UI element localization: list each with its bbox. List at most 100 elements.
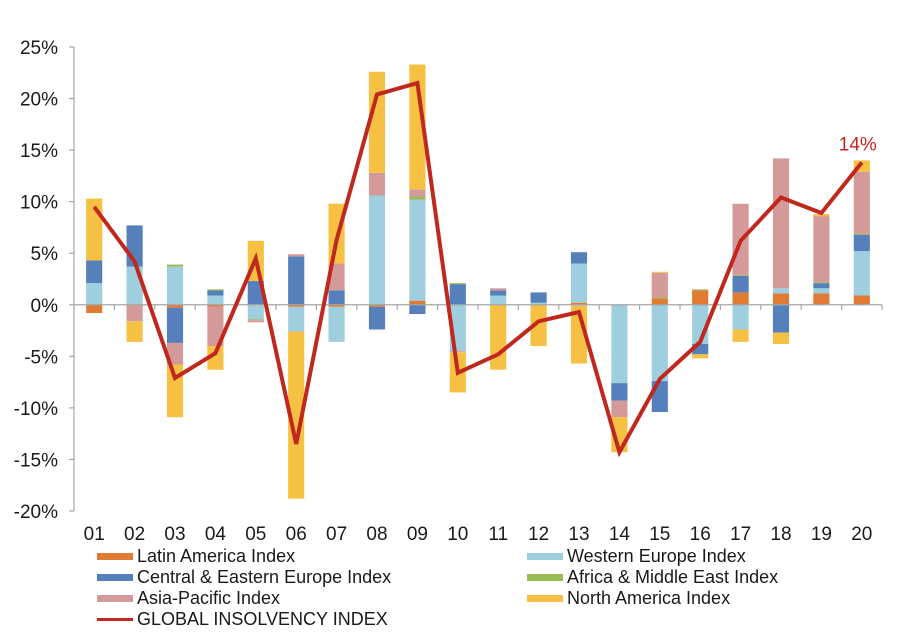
x-tick-label: 10 <box>447 524 468 545</box>
bar-segment-north-america-index <box>490 304 507 370</box>
x-tick-label: 05 <box>245 524 266 545</box>
bar-segment-latin-america-index <box>86 304 103 314</box>
y-tick-label: 20% <box>20 90 58 111</box>
x-tick-label: 18 <box>770 524 791 545</box>
bar-segment-asia-pacific-index <box>449 351 466 353</box>
x-tick-label: 09 <box>407 524 428 545</box>
y-tick-label: 10% <box>20 193 58 214</box>
x-tick-label: 01 <box>84 524 105 545</box>
bar-segment-central-eastern-europe-index <box>368 306 386 330</box>
bar-segment-central-eastern-europe-index <box>207 290 224 296</box>
bar-segment-africa-middle-east-index <box>409 196 426 200</box>
bar-segment-western-europe-index <box>813 288 830 294</box>
bar-segment-central-eastern-europe-index <box>166 307 184 343</box>
x-tick-label: 19 <box>811 524 832 545</box>
bar-segment-africa-middle-east-index <box>166 264 184 267</box>
bar-segment-africa-middle-east-index <box>813 282 830 284</box>
x-tick-label: 08 <box>366 524 387 545</box>
bar-segment-africa-middle-east-index <box>449 283 466 285</box>
bar-segment-latin-america-index <box>166 304 184 308</box>
bar-segment-latin-america-index <box>409 300 426 305</box>
bar-segment-central-eastern-europe-index <box>409 304 426 315</box>
bar-segment-western-europe-index <box>86 283 103 305</box>
bar-segment-central-eastern-europe-index <box>86 260 103 284</box>
bar-segment-asia-pacific-index <box>853 171 870 234</box>
bar-segment-western-europe-index <box>772 288 790 294</box>
bar-segment-western-europe-index <box>247 304 264 320</box>
bar-segment-western-europe-index <box>490 295 507 305</box>
bar-segment-north-america-index <box>368 71 386 173</box>
bar-segment-asia-pacific-index <box>126 305 143 322</box>
bar-segment-western-europe-index <box>732 304 749 330</box>
data-label-annotation: 14% <box>839 134 877 155</box>
y-tick-label: 0% <box>31 296 59 317</box>
bar-segment-latin-america-index <box>570 302 588 305</box>
bar-segment-north-america-index <box>288 331 305 499</box>
bar-segment-asia-pacific-index <box>368 172 386 196</box>
x-tick-label: 07 <box>326 524 347 545</box>
bar-segment-western-europe-index <box>409 199 426 301</box>
bar-segment-western-europe-index <box>368 195 386 305</box>
bar-segment-africa-middle-east-index <box>207 289 224 291</box>
bar-segment-latin-america-index <box>772 293 790 305</box>
bar-segment-latin-america-index <box>732 292 749 305</box>
bar-segment-central-eastern-europe-index <box>692 343 709 355</box>
bar-segment-central-eastern-europe-index <box>732 275 749 293</box>
bar-segment-latin-america-index <box>328 304 345 307</box>
x-tick-label: 20 <box>851 524 872 545</box>
x-tick-label: 17 <box>730 524 751 545</box>
bar-segment-africa-middle-east-index <box>732 274 749 276</box>
x-tick-label: 12 <box>528 524 549 545</box>
bars <box>86 64 870 499</box>
bar-segment-latin-america-index <box>651 298 668 305</box>
bar-segment-central-eastern-europe-index <box>449 284 466 305</box>
bar-segment-central-eastern-europe-index <box>772 304 790 333</box>
bar-segment-north-america-index <box>853 160 870 172</box>
bar-segment-central-eastern-europe-index <box>570 252 588 264</box>
bar-segment-asia-pacific-index <box>409 189 426 197</box>
bar-segment-asia-pacific-index <box>813 216 830 283</box>
bar-segment-latin-america-index <box>692 290 709 305</box>
bar-segment-western-europe-index <box>853 251 870 296</box>
bar-segment-latin-america-index <box>853 295 870 305</box>
bar-segment-latin-america-index <box>288 304 305 307</box>
y-tick-label: 5% <box>31 244 59 265</box>
line-layer <box>92 80 864 458</box>
bar-segment-central-eastern-europe-index <box>853 234 870 252</box>
bar-segment-asia-pacific-index <box>166 342 184 365</box>
x-tick-label: 13 <box>568 524 589 545</box>
bar-segment-central-eastern-europe-index <box>288 256 305 305</box>
x-tick-label: 14 <box>609 524 631 545</box>
y-tick-label: -5% <box>24 347 58 368</box>
bar-segment-asia-pacific-index <box>288 254 305 257</box>
bar-segment-africa-middle-east-index <box>651 297 668 299</box>
bar-segment-asia-pacific-index <box>651 272 668 298</box>
bar-segment-latin-america-index <box>813 293 830 305</box>
x-tick-label: 11 <box>488 524 508 545</box>
bar-segment-north-america-index <box>207 346 224 370</box>
y-tick-label: -20% <box>14 502 58 523</box>
bar-segment-north-america-index <box>692 354 709 359</box>
bar-segment-latin-america-index <box>368 304 386 307</box>
bar-segment-north-america-index <box>126 321 143 342</box>
y-tick-label: 15% <box>20 141 58 162</box>
bar-segment-central-eastern-europe-index <box>490 290 507 296</box>
bar-segment-africa-middle-east-index <box>853 233 870 235</box>
bar-segment-north-america-index <box>772 332 790 344</box>
bar-segment-asia-pacific-index <box>207 306 224 347</box>
bar-segment-africa-middle-east-index <box>692 289 709 291</box>
bar-segment-north-america-index <box>732 329 749 342</box>
y-tick-label: 25% <box>20 38 58 59</box>
y-tick-label: -15% <box>14 450 58 471</box>
bar-segment-north-america-index <box>530 304 547 347</box>
y-axis: -20% -15% -10% -5% 0% 5% 10% 15% 20% 25% <box>14 38 75 523</box>
bar-segment-central-eastern-europe-index <box>247 281 264 305</box>
x-tick-label: 03 <box>164 524 185 545</box>
bar-segment-latin-america-index <box>207 304 224 307</box>
bar-segment-western-europe-index <box>166 266 184 305</box>
bar-segment-western-europe-index <box>288 306 305 332</box>
bar-segment-western-europe-index <box>207 295 224 305</box>
bar-segment-central-eastern-europe-index <box>328 290 345 305</box>
x-tick-label: 02 <box>124 524 145 545</box>
